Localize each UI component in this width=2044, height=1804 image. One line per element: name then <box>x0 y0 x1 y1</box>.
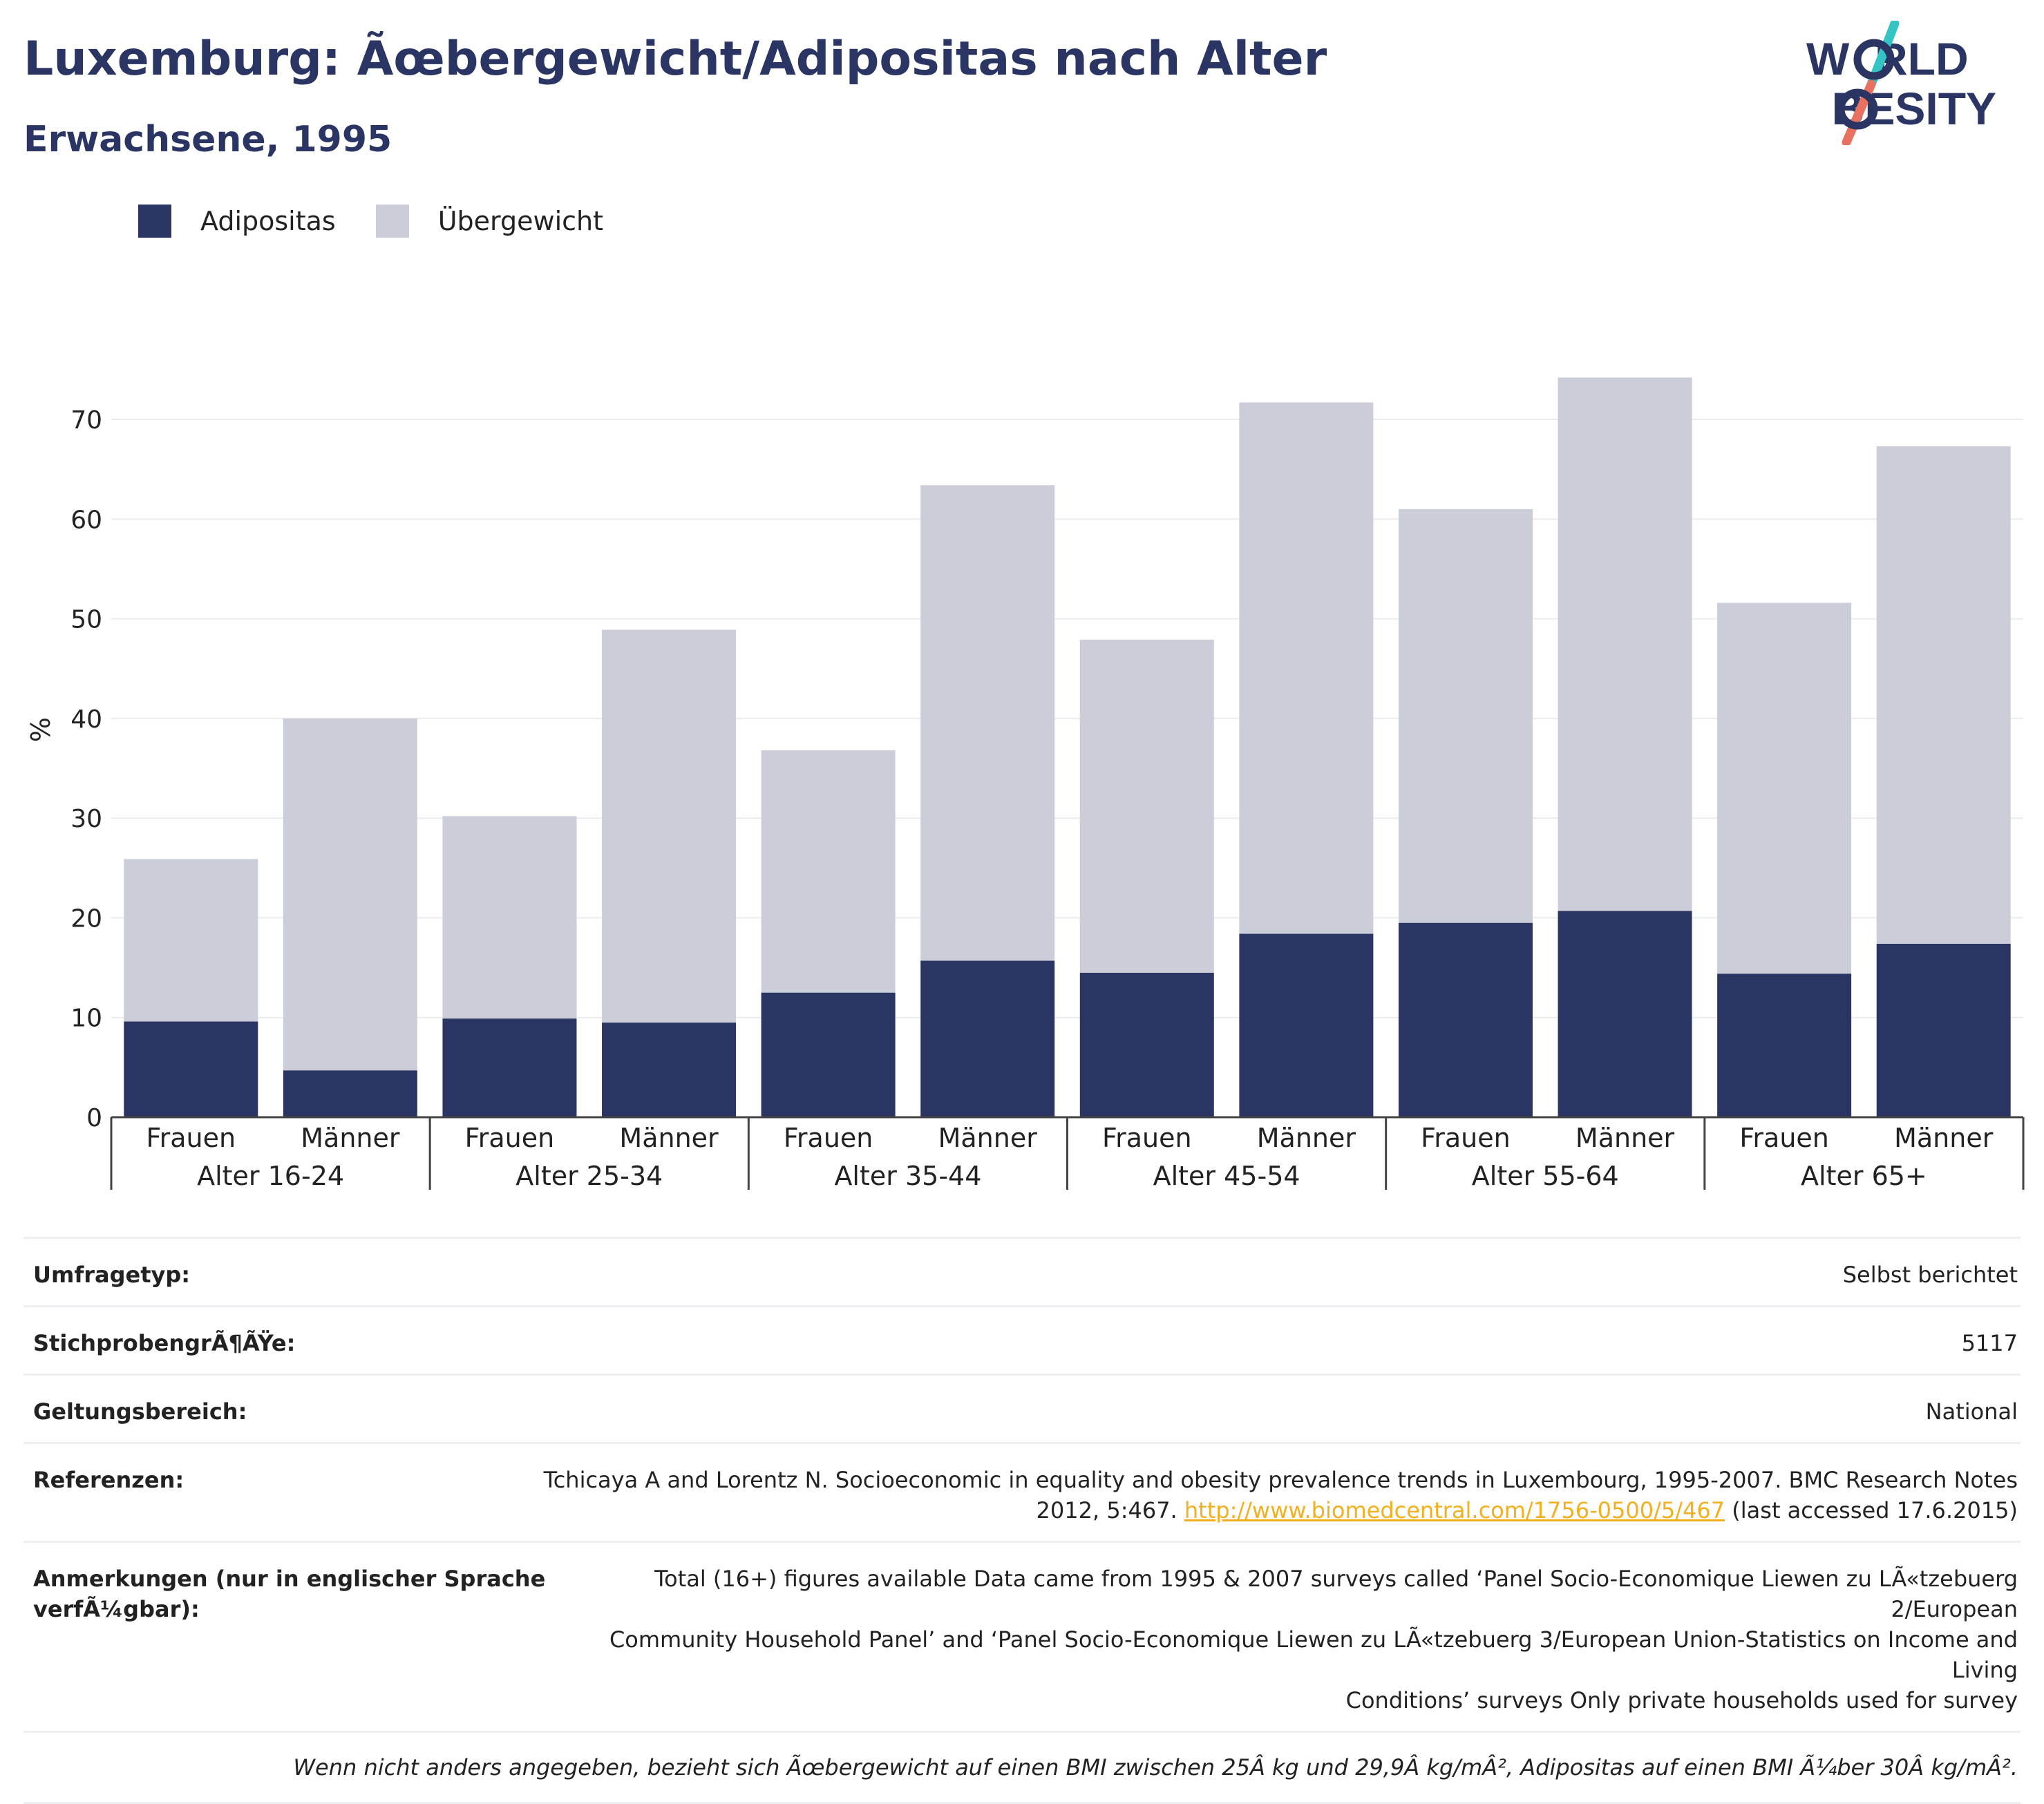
bar-adipositas <box>1876 943 2011 1117</box>
bar-adipositas <box>920 960 1055 1117</box>
bar-uebergewicht <box>1558 377 1692 911</box>
meta-label: Geltungsbereich: <box>33 1398 247 1425</box>
meta-row-references: Referenzen: Tchicaya A and Lorentz N. So… <box>23 1442 2021 1541</box>
x-tick-label-sex: Frauen <box>1421 1123 1511 1153</box>
meta-value: National <box>1925 1398 2018 1425</box>
reference-link[interactable]: http://www.biomedcentral.com/1756-0500/5… <box>1184 1497 1725 1523</box>
bar-adipositas <box>1079 972 1214 1117</box>
meta-value-notes: Total (16+) figures available Data came … <box>539 1564 2021 1716</box>
meta-value: Selbst berichtet <box>1842 1262 2018 1288</box>
world-obesity-logo: W RLD BESITY <box>1806 21 1996 145</box>
x-tick-label-sex: Männer <box>1894 1123 1994 1153</box>
x-tick-label-age-group: Alter 45-54 <box>1153 1161 1300 1191</box>
x-tick-label-age-group: Alter 16-24 <box>197 1161 344 1191</box>
meta-row-scope: Geltungsbereich: National <box>23 1374 2021 1442</box>
x-tick-label-sex: Frauen <box>784 1123 873 1153</box>
metadata-table: Umfragetyp: Selbst berichtet Stichproben… <box>23 1237 2021 1804</box>
notes-line1: Total (16+) figures available Data came … <box>654 1566 2018 1622</box>
bmi-footnote: Wenn nicht anders angegeben, bezieht sic… <box>23 1731 2021 1804</box>
bar-uebergewicht <box>1876 446 2011 944</box>
y-tick-label: 60 <box>70 506 102 534</box>
logo-o-ring-bottom <box>1837 88 1878 130</box>
x-tick-label-age-group: Alter 55-64 <box>1472 1161 1619 1191</box>
bar-chart: 0 10 20 30 40 50 60 70% Frauen Männer Alter 16-24 F… <box>26 377 2025 1191</box>
bar-adipositas <box>442 1018 577 1117</box>
bar-uebergewicht <box>1717 602 1852 974</box>
x-tick-label-sex: Männer <box>619 1123 719 1153</box>
y-tick-label: 70 <box>70 406 102 435</box>
legend-label-uebergewicht: Übergewicht <box>437 206 603 236</box>
bar-adipositas <box>124 1021 258 1117</box>
x-tick-label-sex: Frauen <box>146 1123 236 1153</box>
meta-row-notes: Anmerkungen (nur in englischer Sprache v… <box>23 1541 2021 1731</box>
reference-citation: 2012, 5:467. <box>1036 1497 1177 1523</box>
legend-swatch-adipositas <box>138 205 171 238</box>
bar-adipositas <box>602 1022 737 1117</box>
notes-line2: Community Household Panel’ and ‘Panel So… <box>609 1626 2018 1683</box>
legend-label-adipositas: Adipositas <box>200 206 336 236</box>
x-tick-label-sex: Männer <box>1575 1123 1675 1153</box>
meta-label: StichprobengrÃ¶ÃŸe: <box>33 1330 296 1356</box>
legend-swatch-uebergewicht <box>375 205 409 238</box>
meta-row-survey-type: Umfragetyp: Selbst berichtet <box>23 1237 2021 1305</box>
bar-adipositas <box>1239 933 1374 1117</box>
bar-adipositas <box>1398 922 1533 1117</box>
bar-uebergewicht <box>442 816 577 1019</box>
notes-label-line2: verfÃ¼gbar): <box>33 1596 200 1622</box>
meta-value-reference: Tchicaya A and Lorentz N. Socioeconomic … <box>544 1465 2021 1526</box>
bar-adipositas <box>1717 974 1852 1117</box>
bar-uebergewicht <box>1079 639 1214 973</box>
x-tick-label-sex: Männer <box>938 1123 1038 1153</box>
legend-item-uebergewicht: Übergewicht <box>375 205 603 238</box>
y-axis-title: % <box>26 717 56 742</box>
x-tick-label-sex: Männer <box>1257 1123 1356 1153</box>
x-tick-label-sex: Frauen <box>1739 1123 1829 1153</box>
y-tick-label: 50 <box>70 606 102 634</box>
bar-uebergewicht <box>920 485 1055 961</box>
x-tick-label-age-group: Alter 25-34 <box>515 1161 663 1191</box>
chart-subtitle: Erwachsene, 1995 <box>23 119 392 160</box>
notes-line3: Conditions’ surveys Only private househo… <box>1345 1687 2018 1713</box>
meta-label-notes: Anmerkungen (nur in englischer Sprache v… <box>33 1564 546 1624</box>
y-tick-label: 20 <box>70 904 102 933</box>
legend-item-adipositas: Adipositas <box>138 205 336 238</box>
meta-label: Umfragetyp: <box>33 1262 191 1288</box>
x-tick-label-age-group: Alter 35-44 <box>834 1161 981 1191</box>
x-tick-label-sex: Frauen <box>1102 1123 1192 1153</box>
bar-uebergewicht <box>761 750 896 993</box>
x-tick-label-sex: Frauen <box>465 1123 555 1153</box>
y-tick-label: 10 <box>70 1005 102 1033</box>
bar-uebergewicht <box>124 859 258 1022</box>
bar-uebergewicht <box>1239 402 1374 934</box>
y-tick-label: 30 <box>70 805 102 833</box>
x-tick-label-age-group: Alter 65+ <box>1801 1161 1927 1191</box>
notes-label-line1: Anmerkungen (nur in englischer Sprache <box>33 1566 546 1592</box>
y-tick-label: 40 <box>70 705 102 734</box>
bar-adipositas <box>761 992 896 1117</box>
reference-line1: Tchicaya A and Lorentz N. Socioeconomic … <box>543 1467 2018 1493</box>
meta-value: 5117 <box>1961 1330 2018 1356</box>
meta-label: Referenzen: <box>33 1467 184 1493</box>
logo-o-ring-top <box>1853 39 1895 80</box>
y-tick-label: 0 <box>86 1104 102 1132</box>
x-tick-label-sex: Männer <box>301 1123 400 1153</box>
bar-adipositas <box>283 1070 417 1117</box>
bar-uebergewicht <box>283 718 417 1071</box>
chart-legend: Adipositas Übergewicht <box>138 205 643 238</box>
meta-row-sample-size: StichprobengrÃ¶ÃŸe: 5117 <box>23 1305 2021 1374</box>
bar-adipositas <box>1558 911 1692 1117</box>
bar-uebergewicht <box>1398 509 1533 923</box>
reference-accessed: (last accessed 17.6.2015) <box>1732 1497 2018 1523</box>
reference-line2: 2012, 5:467. http://www.biomedcentral.co… <box>544 1495 2018 1526</box>
chart-title: Luxemburg: Ãœbergewicht/Adipositas nach … <box>23 32 1327 86</box>
bar-uebergewicht <box>602 629 737 1023</box>
